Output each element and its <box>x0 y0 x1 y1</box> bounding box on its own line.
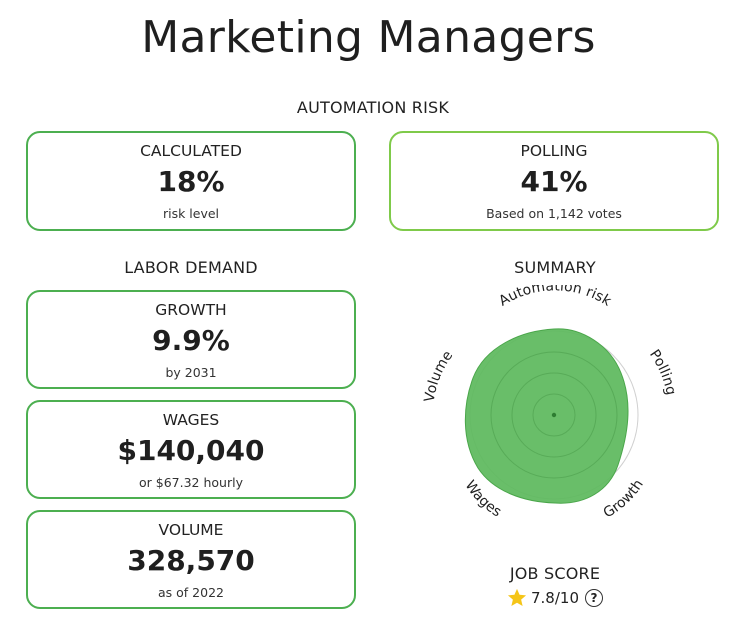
polling-label: POLLING <box>520 142 588 160</box>
calculated-value: 18% <box>157 165 225 198</box>
radar-score-shape <box>464 328 629 504</box>
wages-value: $140,040 <box>117 434 265 467</box>
star-icon <box>507 588 527 607</box>
job-score-value: 7.8/10 <box>531 588 579 607</box>
volume-value: 328,570 <box>127 544 255 577</box>
calculated-label: CALCULATED <box>140 142 242 160</box>
volume-sub: as of 2022 <box>158 585 224 600</box>
radar-ring <box>511 372 597 458</box>
calculated-card: CALCULATED 18% risk level <box>26 131 356 231</box>
labor-demand-heading: LABOR DEMAND <box>124 258 258 277</box>
job-score-row: 7.8/10 ? <box>455 588 655 607</box>
polling-value: 41% <box>520 165 588 198</box>
calculated-sub: risk level <box>162 206 220 221</box>
automation-risk-heading: AUTOMATION RISK <box>296 98 450 117</box>
wages-label: WAGES <box>162 411 220 429</box>
growth-value: 9.9% <box>152 324 230 357</box>
page-title: Marketing Managers <box>141 12 596 63</box>
volume-label: VOLUME <box>158 521 224 539</box>
radar-center-dot <box>551 412 557 418</box>
summary-heading: SUMMARY <box>514 258 596 277</box>
growth-sub: by 2031 <box>165 365 217 380</box>
axis-label-text: Automation risk <box>496 285 614 310</box>
axis-label-automation-risk: Automation risk <box>496 285 614 310</box>
axis-label-polling: Polling <box>646 347 679 397</box>
axis-label-text: Volume <box>422 348 457 403</box>
help-icon[interactable]: ? <box>585 588 603 607</box>
radar-ring <box>490 351 618 479</box>
wages-sub: or $67.32 hourly <box>139 475 243 490</box>
job-score-label: JOB SCORE <box>509 564 601 583</box>
radar-ring <box>532 393 576 437</box>
growth-label: GROWTH <box>155 301 227 319</box>
wages-card: WAGES $140,040 or $67.32 hourly <box>26 400 356 499</box>
axis-label-text: Polling <box>646 347 679 397</box>
growth-card: GROWTH 9.9% by 2031 <box>26 290 356 389</box>
summary-radar-chart: Automation risk Polling Growth Wages Vol… <box>422 285 679 521</box>
volume-card: VOLUME 328,570 as of 2022 <box>26 510 356 609</box>
polling-sub: Based on 1,142 votes <box>486 206 622 221</box>
axis-label-volume: Volume <box>422 348 457 403</box>
polling-card: POLLING 41% Based on 1,142 votes <box>389 131 719 231</box>
